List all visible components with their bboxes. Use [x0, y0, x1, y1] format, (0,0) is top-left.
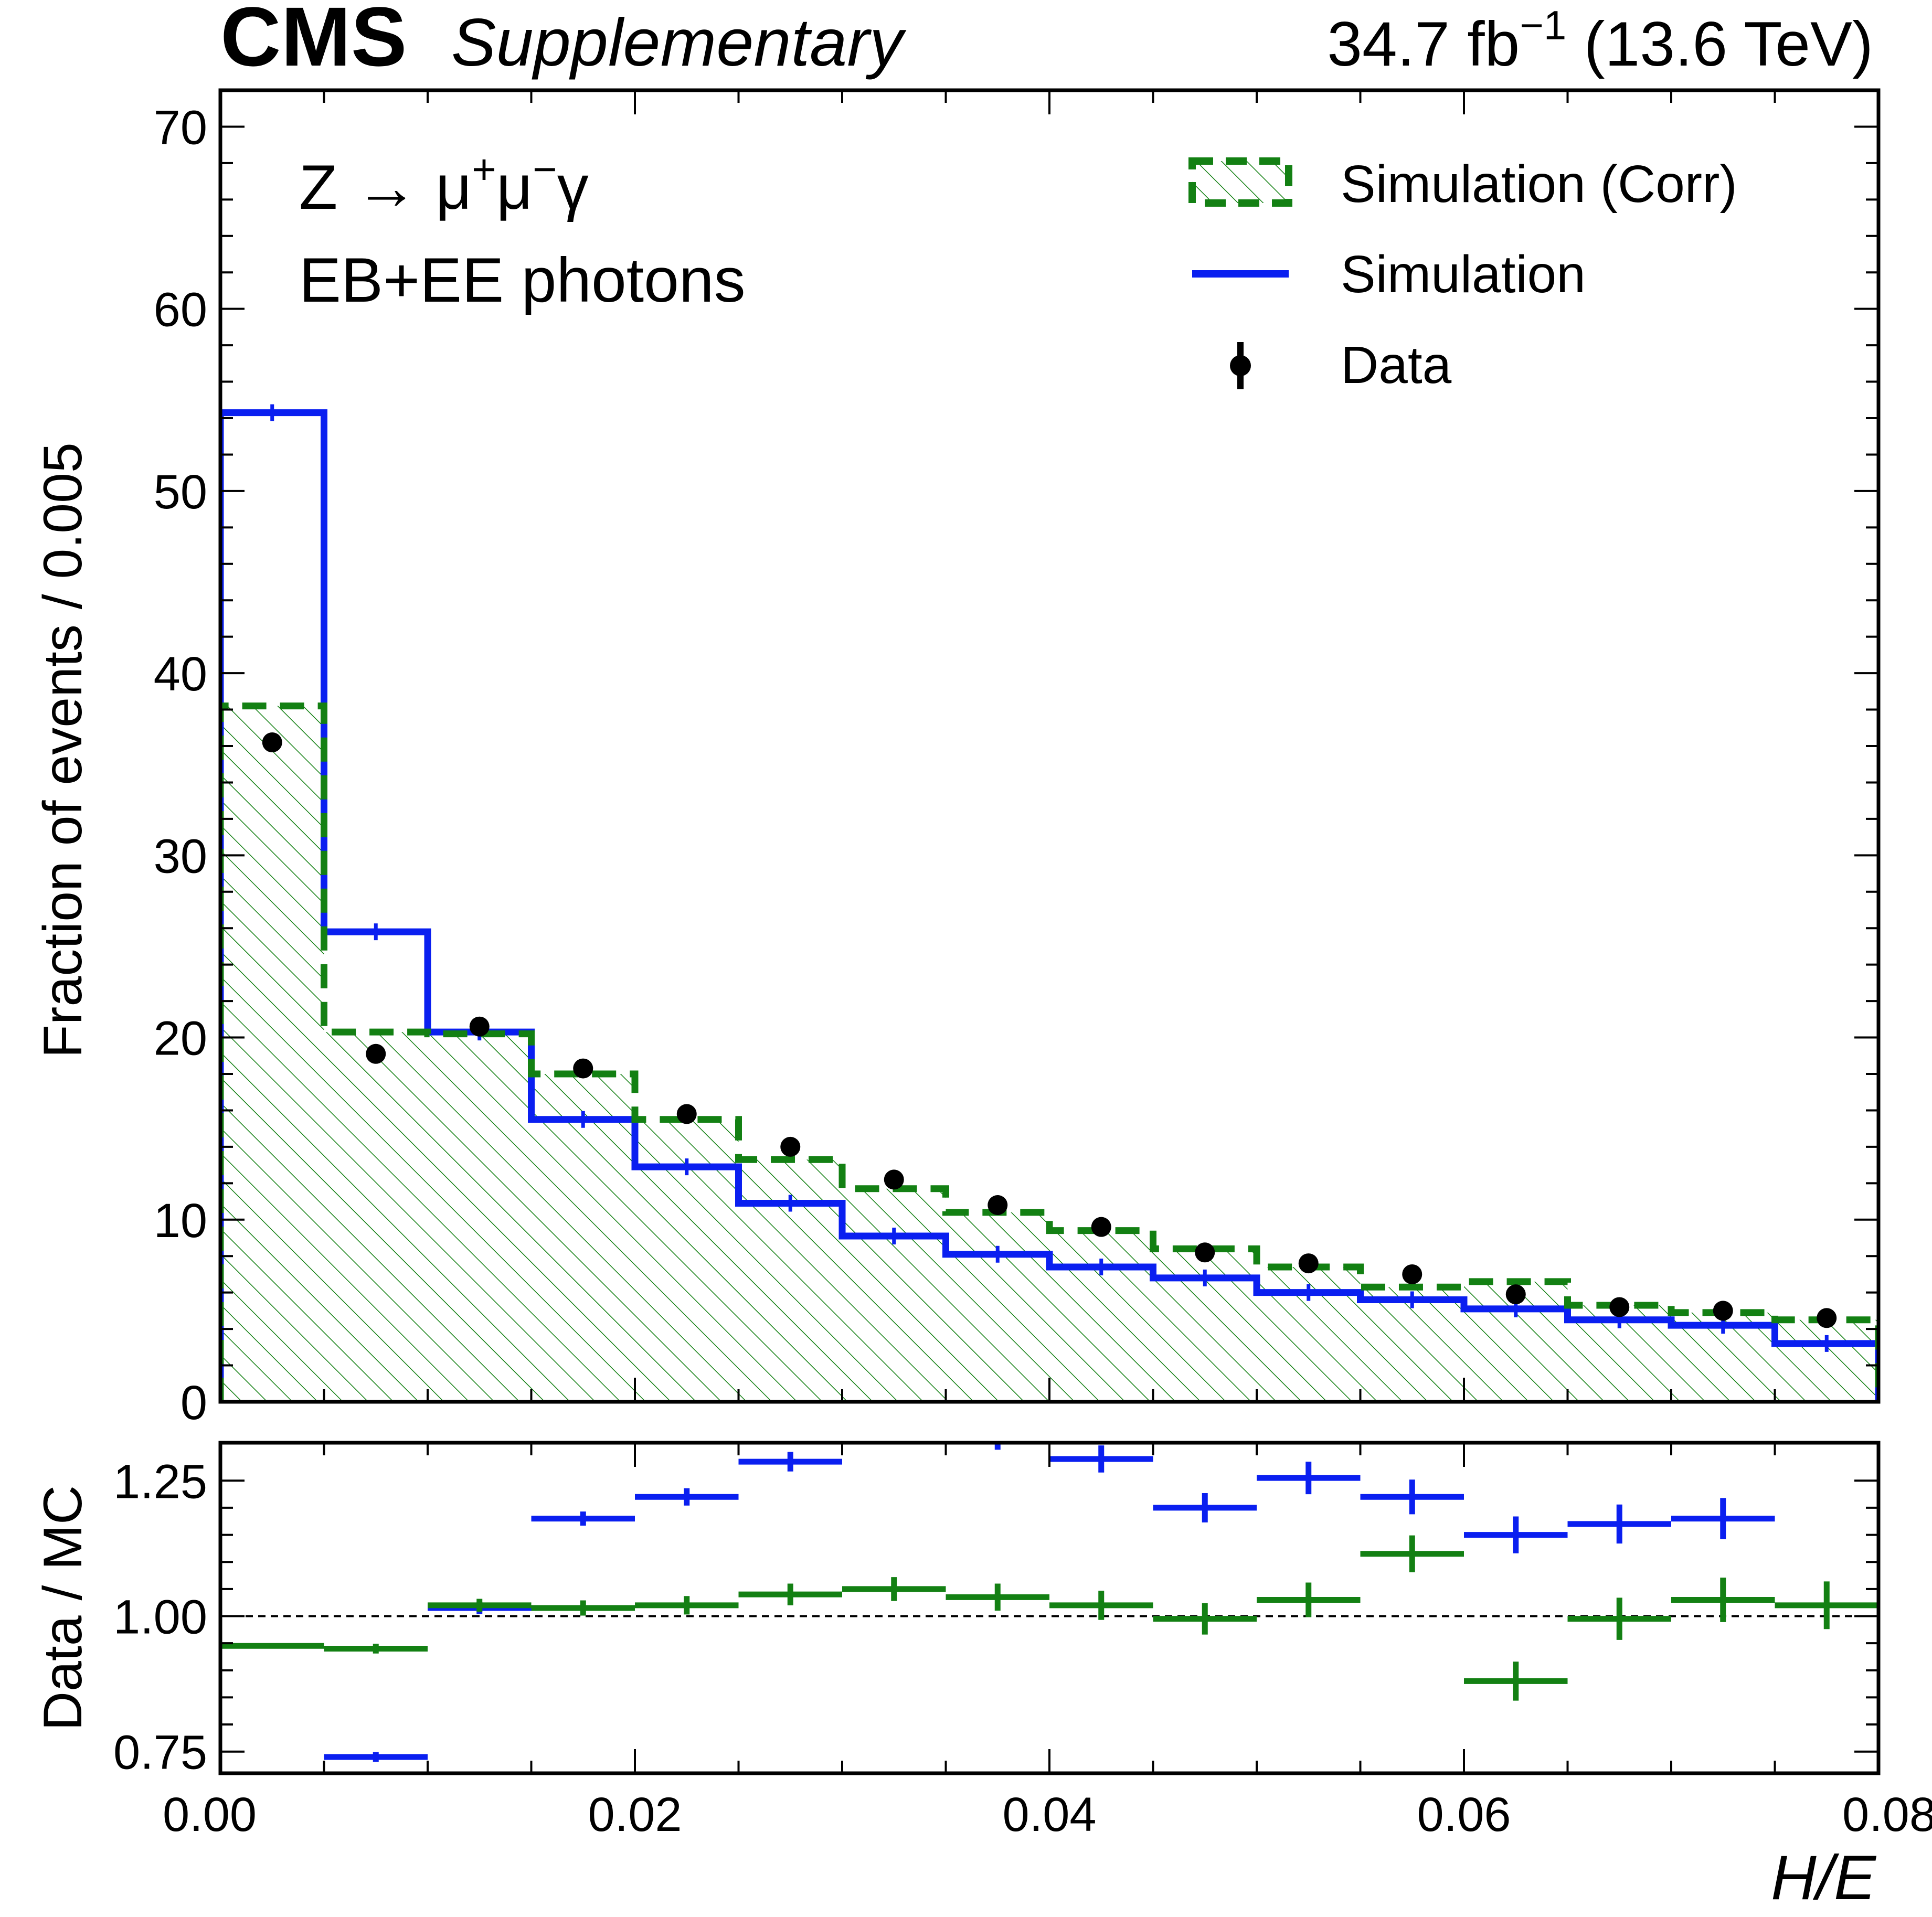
x-tick-label: 0.00: [163, 1788, 257, 1841]
data-point: [262, 732, 282, 753]
ratio-y-tick-label: 1.00: [113, 1590, 207, 1644]
legend-label-sim-corr: Simulation (Corr): [1341, 155, 1737, 214]
data-point: [780, 1136, 801, 1157]
sim-corr-hatch-fill: [220, 706, 1878, 1402]
main-frame: [218, 88, 1881, 1404]
legend-item-sim: Simulation: [1192, 245, 1586, 304]
y-tick-label: 30: [154, 829, 207, 883]
y-tick-label: 70: [154, 101, 207, 154]
ratio-panel: 0.75 1.00 1.25 0.00 0.02 0.04 0.06 0.08 Data / …: [33, 1441, 1932, 1913]
legend-label-data: Data: [1341, 336, 1452, 395]
luminosity-label: 34.7 fb−1 (13.6 TeV): [1327, 2, 1873, 79]
y-tick-label: 60: [154, 283, 207, 337]
annotations: Z → μ+μ−γ EB+EE photons: [299, 146, 746, 315]
x-tick-label: 0.02: [588, 1788, 682, 1841]
legend-label-sim: Simulation: [1341, 245, 1586, 304]
ratio-y-tick-label: 0.75: [113, 1726, 207, 1780]
x-tick-label: 0.06: [1417, 1788, 1511, 1841]
data-point: [1091, 1217, 1111, 1237]
data-point: [1402, 1264, 1423, 1284]
data-point: [1713, 1301, 1733, 1321]
x-tick-label: 0.04: [1002, 1788, 1096, 1841]
cms-sublabel: Supplementary: [451, 5, 907, 80]
ratio-y-axis-title: Data / MC: [33, 1485, 93, 1731]
data-point: [988, 1195, 1008, 1215]
legend-item-sim-corr: Simulation (Corr): [1188, 155, 1737, 214]
x-axis-title: H/E: [1771, 1843, 1877, 1913]
legend-hatch-swatch: [1188, 157, 1292, 207]
data-point: [676, 1104, 697, 1124]
main-y-axis-title: Fraction of events / 0.005: [33, 442, 93, 1058]
y-tick-label: 0: [181, 1376, 207, 1430]
y-tick-label: 10: [154, 1194, 207, 1248]
y-tick-label: 20: [154, 1012, 207, 1066]
data-point: [884, 1169, 904, 1190]
main-axis-ticks: 0 10 20 30 40 50 60 70: [154, 89, 1880, 1430]
legend-marker-point: [1230, 355, 1251, 376]
data-point: [1817, 1308, 1837, 1328]
y-tick-label: 50: [154, 465, 207, 519]
data-point: [366, 1043, 386, 1064]
x-tick-label: 0.08: [1842, 1788, 1932, 1841]
data-point: [1609, 1297, 1630, 1317]
main-plot-content: [220, 404, 1878, 1402]
data-point: [1195, 1242, 1215, 1263]
data-point: [469, 1016, 490, 1037]
process-label: Z → μ+μ−γ: [299, 146, 589, 222]
y-tick-label: 40: [154, 647, 207, 701]
cms-label: CMS: [220, 0, 407, 83]
ratio-axis-ticks: 0.75 1.00 1.25 0.00 0.02 0.04 0.06 0.08: [113, 1443, 1932, 1841]
legend-item-data: Data: [1230, 336, 1452, 395]
data-point: [1505, 1284, 1526, 1305]
ratio-plot-content: [220, 1443, 1878, 1762]
main-panel: 0 10 20 30 40 50 60 70 Fraction of events / 0.0…: [33, 88, 1881, 1430]
data-point: [573, 1058, 593, 1079]
ratio-y-tick-label: 1.25: [113, 1455, 207, 1508]
ratio-frame: [218, 1441, 1881, 1775]
legend: Simulation (Corr) Simulation Data: [1188, 155, 1737, 395]
category-label: EB+EE photons: [299, 245, 746, 315]
header: CMS Supplementary 34.7 fb−1 (13.6 TeV): [220, 0, 1873, 83]
data-point: [1298, 1253, 1319, 1274]
